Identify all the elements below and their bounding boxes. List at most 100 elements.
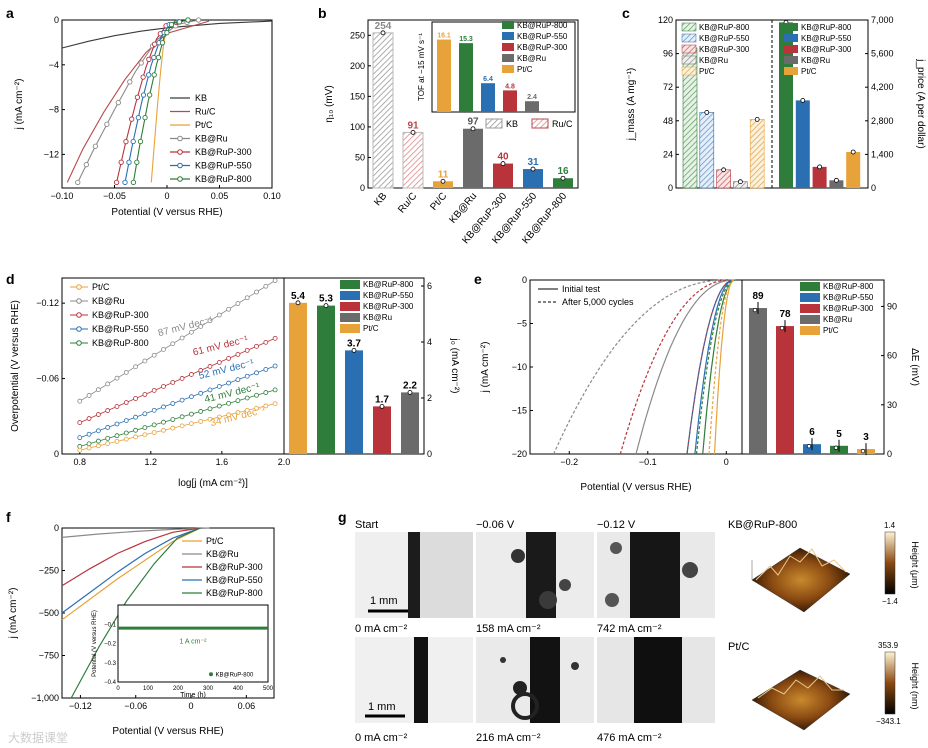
f-series-line-KB@Ru (61, 527, 210, 538)
f-inset-legend-label: KB@RuP-800 (216, 672, 254, 678)
d-marker-KB@RuP-800 (235, 398, 241, 404)
b-y-tick-label: 0 (360, 183, 365, 193)
a-marker-KB@Ru (195, 17, 202, 23)
b-y-tick-label: 50 (355, 152, 365, 162)
a-marker-KB@RuP-800 (151, 72, 157, 78)
f-legend-label-KB@RuP-550: KB@RuP-550 (206, 575, 263, 585)
d-marker-KB@RuP-800 (95, 438, 101, 444)
d-xlabel: log[j (mA cm⁻²)] (178, 478, 248, 489)
d-bar-KB@RuP-300 (373, 406, 391, 454)
g-bubble (559, 579, 571, 591)
c-legend-left-swatch-KB@RuP-800 (681, 22, 697, 32)
b-xtick-label-KB@Ru: KB@Ru (448, 191, 480, 226)
c-yright-tick-label: 4,200 (871, 82, 894, 92)
a-legend-marker-KB@RuP-300 (177, 149, 183, 155)
d-bar-point-KB@RuP-550 (351, 347, 357, 353)
b-bar-point-KB@RuP-800 (560, 175, 566, 181)
a-marker-KB@RuP-800 (130, 179, 137, 186)
c-legend-right-label-Pt/C: Pt/C (801, 67, 817, 76)
f-series-line-KB@RuP-800 (70, 527, 201, 699)
f-y-tick-label: −250 (39, 566, 59, 576)
e-legend-label-initial: Initial test (562, 284, 601, 294)
d-legend-label-KB@RuP-550: KB@RuP-550 (92, 324, 149, 334)
d-fit-line-KB@RuP-300 (79, 337, 276, 423)
b-inset-bar-label-KB@Ru: 2.4 (527, 94, 537, 101)
g-current-r2c3: 476 mA cm⁻² (597, 732, 662, 744)
e-bar-y-tick-label: 60 (887, 351, 897, 361)
e-initial-line-KB@Ru (635, 279, 735, 455)
e-bar-label-KB@RuP-800: 5 (836, 429, 842, 440)
c-yleft-tick-label: 0 (668, 183, 673, 193)
c-legend-left-swatch-KB@RuP-300 (681, 44, 697, 54)
d-x-tick-label: 1.6 (216, 457, 229, 467)
d-bar-legend-label-KB@RuP-550: KB@RuP-550 (363, 291, 414, 300)
panel-a-lsv-chart: −0.10 −0.05 0 0.05 0.10 −12 −8 −4 0 Potential (V … (14, 15, 281, 218)
d-marker-KB@Ru (123, 370, 129, 375)
f-inset-x-tick-label: 200 (173, 686, 184, 692)
g-row2-title: Pt/C (728, 641, 749, 653)
d-marker-KB@RuP-550 (207, 387, 213, 393)
a-y-tick-label: −4 (49, 60, 59, 70)
e-y-tick-label: 0 (522, 275, 527, 285)
d-marker-KB@RuP-300 (133, 396, 138, 401)
g-bubble (571, 662, 579, 670)
b-inset-bar-label-KB@RuP-300: 4.8 (505, 83, 515, 90)
b-inset-legend-swatch-Pt/C (502, 65, 514, 73)
a-x-tick-label: 0.10 (263, 191, 281, 201)
b-y-tick-label: 100 (350, 122, 365, 132)
d-fit-line-KB@RuP-800 (79, 389, 276, 447)
a-marker-KB@RuP-550 (151, 54, 157, 61)
d-bar-legend-swatch-KB@RuP-550 (340, 291, 360, 300)
a-marker-KB@RuP-800 (168, 22, 175, 28)
d-marker-KB@RuP-300 (226, 355, 232, 361)
b-bar-label-KB@RuP-800: 16 (557, 166, 569, 177)
d-bar-KB@RuP-800 (317, 305, 335, 454)
e-bar-point-KB@RuP-800 (833, 445, 839, 450)
b-bar-label-KB@RuP-550: 31 (527, 157, 539, 168)
g-row1-title: KB@RuP-800 (728, 519, 797, 531)
d-marker-KB@RuP-800 (188, 411, 194, 417)
d-marker-Pt/C (123, 436, 129, 442)
f-legend-label-KB@Ru: KB@Ru (206, 549, 239, 559)
f-series-line-Pt/C (61, 527, 201, 621)
e-bar-legend-label-Pt/C: Pt/C (823, 326, 839, 335)
e-bar-label-KB@RuP-550: 6 (809, 427, 815, 438)
d-marker-Pt/C (77, 447, 83, 453)
f-inset-annotation: 1 A cm⁻² (179, 639, 207, 646)
panel-f-high-current-chart: −0.12 −0.06 0 0.06 −1,000 −750 −500 −250 0 Potent… (8, 523, 275, 737)
d-marker-KB@RuP-800 (179, 414, 185, 420)
e-initial-line-Pt/C (713, 279, 735, 455)
d-bar-y-tick-label: 4 (427, 337, 432, 347)
a-marker-KB@Ru (115, 100, 121, 106)
d-marker-KB@RuP-550 (114, 421, 120, 427)
a-x-tick-label: 0.05 (211, 191, 229, 201)
d-marker-KB@RuP-300 (198, 368, 204, 373)
a-y-tick-label: 0 (54, 15, 59, 25)
g-col-title-012: −0.12 V (597, 519, 636, 531)
d-marker-KB@RuP-550 (226, 380, 232, 386)
d-bar-point-KB@RuP-800 (323, 303, 329, 309)
a-marker-KB@RuP-550 (140, 92, 147, 98)
c-legend-left-swatch-KB@Ru (681, 55, 697, 65)
d-marker-Pt/C (226, 412, 232, 418)
d-marker-KB@RuP-300 (179, 376, 185, 381)
e-bar-legend-swatch-KB@RuP-800 (800, 282, 820, 291)
f-inset-legend-marker (209, 672, 213, 677)
d-legend-marker-KB@RuP-550 (76, 326, 82, 332)
a-legend-label-Ru/C: Ru/C (195, 107, 216, 117)
e-bar-point-Pt/C (860, 448, 866, 454)
d-marker-KB@RuP-800 (151, 422, 157, 428)
d-bar-ylabel: j₀ (mA cm⁻²) (449, 338, 460, 394)
b-xtick-label-Pt/C: Pt/C (428, 191, 449, 213)
f-inset-x-tick-label: 0 (116, 686, 120, 692)
panel-label-f: f (6, 509, 11, 525)
a-marker-KB@RuP-800 (142, 114, 148, 121)
b-bar-label-KB: 254 (375, 21, 392, 32)
a-series-line-KB@Ru (77, 19, 199, 183)
c-legend-left-label-Pt/C: Pt/C (699, 67, 715, 76)
g-electrode-r1c1 (408, 532, 420, 618)
b-inset-legend-label-KB@RuP-300: KB@RuP-300 (517, 43, 568, 52)
g-scalebar-label-1: 1 mm (370, 595, 398, 607)
c-legend-left-label-KB@Ru: KB@Ru (699, 56, 728, 65)
